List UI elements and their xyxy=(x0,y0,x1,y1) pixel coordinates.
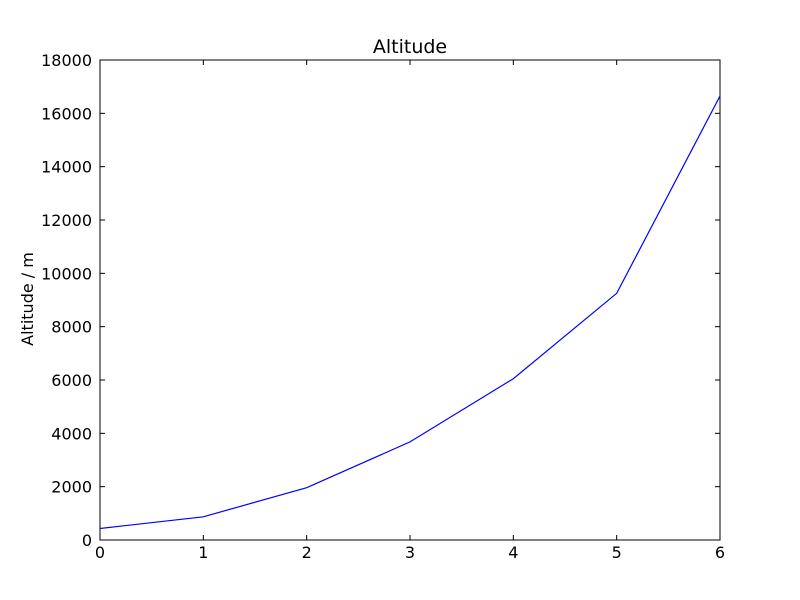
plot-area xyxy=(99,59,721,541)
x-axis: 0 1 2 3 4 5 6 xyxy=(95,60,725,562)
altitude-series-line xyxy=(99,95,721,530)
y-tick-label: 12000 xyxy=(41,211,92,230)
y-tick-label: 10000 xyxy=(41,264,92,283)
x-tick-label: 2 xyxy=(302,543,312,562)
x-tick-label: 6 xyxy=(715,543,725,562)
y-tick-label: 6000 xyxy=(51,371,92,390)
y-axis: 0 2000 4000 6000 8000 10000 12000 14000 16000 180… xyxy=(41,51,720,550)
y-tick-label: 0 xyxy=(82,531,92,550)
x-tick-label: 0 xyxy=(95,543,105,562)
x-tick-label: 1 xyxy=(198,543,208,562)
y-axis-label: Altitude / m xyxy=(18,252,37,346)
y-tick-label: 18000 xyxy=(41,51,92,70)
y-tick-label: 8000 xyxy=(51,318,92,337)
y-tick-label: 14000 xyxy=(41,158,92,177)
x-tick-label: 3 xyxy=(405,543,415,562)
chart-title: Altitude xyxy=(373,36,447,58)
x-tick-label: 5 xyxy=(612,543,622,562)
y-tick-label: 16000 xyxy=(41,104,92,123)
series-layer xyxy=(99,95,721,530)
y-tick-label: 4000 xyxy=(51,424,92,443)
x-tick-label: 4 xyxy=(508,543,518,562)
y-tick-label: 2000 xyxy=(51,478,92,497)
